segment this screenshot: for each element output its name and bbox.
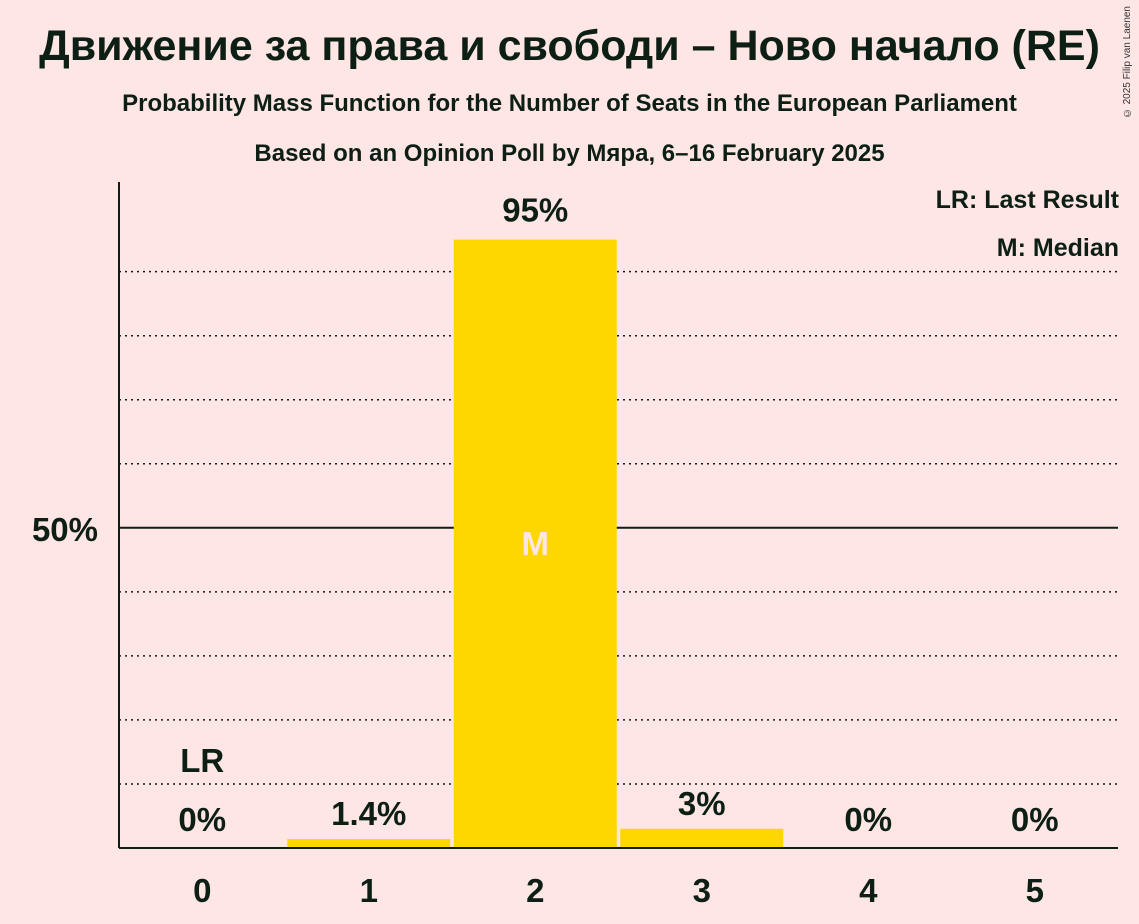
- bar-1: [287, 839, 451, 848]
- data-label-2: 95%: [502, 192, 568, 229]
- median-marker: M: [522, 525, 550, 562]
- x-tick-label-0: 0: [193, 872, 211, 909]
- x-tick-label-3: 3: [693, 872, 711, 909]
- bar-3: [620, 828, 784, 848]
- x-tick-label-4: 4: [859, 872, 878, 909]
- y-tick-label: 50%: [32, 511, 98, 548]
- legend-last-result: LR: Last Result: [935, 186, 1119, 214]
- data-label-1: 1.4%: [331, 795, 406, 832]
- x-tick-label-2: 2: [526, 872, 544, 909]
- data-label-4: 0%: [844, 801, 892, 838]
- x-tick-label-1: 1: [360, 872, 378, 909]
- chart-source: Based on an Opinion Poll by Мяра, 6–16 F…: [254, 140, 885, 167]
- chart-subtitle: Probability Mass Function for the Number…: [122, 90, 1017, 117]
- data-label-3: 3%: [678, 785, 726, 822]
- data-label-0: 0%: [178, 801, 226, 838]
- chart-title: Движение за права и свободи – Ново начал…: [39, 22, 1100, 70]
- legend-median: M: Median: [996, 234, 1119, 262]
- data-label-5: 0%: [1011, 801, 1059, 838]
- bar-2: [453, 239, 617, 848]
- x-tick-label-5: 5: [1026, 872, 1044, 909]
- last-result-marker: LR: [180, 742, 224, 779]
